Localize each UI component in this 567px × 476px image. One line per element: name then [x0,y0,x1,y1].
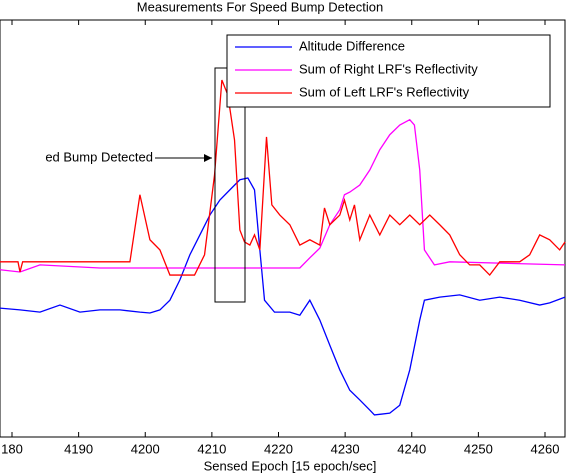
series-line [0,177,566,416]
x-tick-label: 4190 [64,441,93,456]
x-axis-label: Sensed Epoch [15 epoch/sec] [204,458,377,473]
x-tick-label: 4210 [197,441,226,456]
legend-label: Altitude Difference [299,38,405,53]
chart-title: Measurements For Speed Bump Detection [137,0,383,14]
legend-label: Sum of Right LRF's Reflectivity [299,61,478,76]
series-line [0,79,566,277]
x-tick-label: 4230 [331,441,360,456]
x-tick-label: 4250 [464,441,493,456]
x-tick-label: 180 [1,441,23,456]
x-tick-label: 4260 [531,441,560,456]
legend: Altitude Difference Sum of Right LRF's Re… [226,34,551,108]
arrowhead [204,154,212,162]
plot-frame [0,19,566,438]
plot [0,20,566,437]
annotation: ed Bump Detected [45,149,153,164]
series-line [0,118,566,273]
x-tick-label: 4220 [264,441,293,456]
x-tick-label: 4240 [397,441,426,456]
legend-label: Sum of Left LRF's Reflectivity [299,84,470,99]
x-tick-label: 4200 [131,441,160,456]
